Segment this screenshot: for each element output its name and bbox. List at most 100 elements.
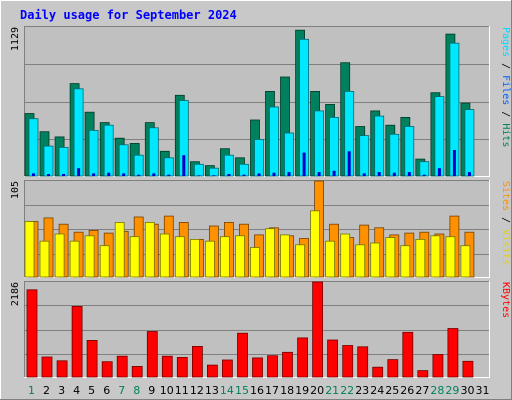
bar-pages-day-15: [242, 174, 246, 176]
bar-kbytes-day-7: [116, 355, 128, 378]
bar-files-day-30: [464, 109, 475, 177]
bar-sites-day-27: [415, 238, 426, 278]
bar-kbytes-day-12: [191, 345, 203, 378]
bar-sites-day-28: [430, 235, 441, 278]
panel-visits: 105 Sites / Visits: [10, 180, 511, 278]
bar-sites-day-7: [114, 221, 125, 278]
panel-visits-ymax-label: 105: [10, 181, 21, 199]
day-label-11: 11: [175, 384, 189, 397]
bar-kbytes-day-23: [357, 346, 369, 378]
day-label-28: 28: [430, 384, 444, 397]
bar-sites-day-5: [84, 235, 95, 278]
bar-kbytes-day-26: [402, 331, 414, 378]
day-label-2: 2: [43, 384, 50, 397]
bar-kbytes-day-19: [297, 337, 309, 378]
bar-kbytes-day-21: [327, 339, 339, 378]
bar-sites-day-19: [295, 244, 306, 278]
bar-kbytes-day-13: [206, 364, 218, 378]
bar-pages-day-14: [227, 174, 231, 176]
legend-text: Visits: [500, 229, 511, 265]
bar-sites-day-4: [69, 240, 80, 278]
bar-files-day-24: [374, 115, 385, 177]
bar-pages-day-19: [302, 152, 306, 176]
bar-kbytes-day-3: [56, 360, 68, 378]
bar-sites-day-21: [325, 240, 336, 278]
bar-pages-day-9: [152, 173, 156, 176]
legend-text: /: [500, 105, 511, 123]
bar-sites-day-8: [129, 236, 140, 278]
bar-kbytes-day-25: [387, 359, 399, 378]
bar-files-day-26: [404, 126, 415, 177]
bar-files-day-28: [434, 96, 445, 177]
bar-pages-day-27: [422, 174, 426, 176]
bar-files-day-3: [58, 146, 69, 177]
bar-sites-day-2: [39, 240, 50, 278]
day-label-30: 30: [461, 384, 475, 397]
legend-text: Pages: [500, 27, 511, 57]
bar-pages-day-23: [362, 173, 366, 176]
bar-files-day-8: [133, 154, 144, 177]
bar-files-day-25: [389, 133, 400, 177]
day-label-22: 22: [340, 384, 354, 397]
bar-files-day-21: [329, 117, 340, 177]
bar-sites-day-10: [159, 233, 170, 278]
bar-files-day-14: [223, 154, 234, 177]
bar-kbytes-day-11: [176, 356, 188, 378]
bar-pages-day-16: [257, 173, 261, 176]
day-label-14: 14: [220, 384, 234, 397]
legend-text: KBytes: [500, 282, 511, 318]
bar-kbytes-day-10: [161, 355, 173, 378]
bar-sites-day-20: [310, 210, 321, 278]
bar-files-day-16: [254, 139, 264, 177]
day-label-24: 24: [370, 384, 384, 397]
bar-sites-day-18: [280, 234, 290, 278]
panel-visits-legend: Sites / Visits: [500, 181, 511, 265]
bar-pages-day-20: [317, 172, 321, 176]
bar-sites-day-17: [265, 228, 275, 278]
bar-kbytes-day-20: [312, 281, 324, 378]
legend-text: /: [500, 57, 511, 75]
bar-kbytes-day-28: [432, 354, 444, 378]
bar-sites-day-1: [24, 221, 35, 278]
bar-files-day-9: [148, 127, 159, 177]
day-label-9: 9: [148, 384, 155, 397]
bar-sites-day-6: [99, 245, 110, 278]
day-label-27: 27: [415, 384, 429, 397]
bar-pages-day-28: [437, 168, 441, 176]
bar-sites-day-13: [204, 240, 215, 278]
panel-kbytes-legend: KBytes: [500, 282, 511, 318]
bar-pages-day-21: [332, 170, 336, 176]
bar-files-day-6: [103, 124, 114, 177]
day-label-7: 7: [118, 384, 125, 397]
bar-kbytes-day-2: [41, 356, 53, 378]
bar-files-day-20: [314, 110, 325, 177]
day-label-31: 31: [476, 384, 490, 397]
day-label-8: 8: [133, 384, 140, 397]
bar-sites-day-11: [174, 236, 185, 278]
bar-pages-day-5: [92, 173, 96, 176]
day-label-23: 23: [355, 384, 369, 397]
bar-files-day-1: [28, 118, 39, 177]
bar-files-day-13: [208, 167, 219, 177]
bar-pages-day-12: [197, 175, 201, 176]
day-label-12: 12: [190, 384, 204, 397]
bar-sites-day-15: [235, 235, 245, 278]
day-label-4: 4: [73, 384, 80, 397]
day-label-18: 18: [280, 384, 294, 397]
bar-pages-day-17: [272, 172, 276, 176]
panel-kbytes-ymax-label: 2186: [10, 282, 21, 306]
bar-pages-day-18: [287, 172, 291, 176]
bar-kbytes-day-14: [221, 359, 233, 378]
day-label-3: 3: [58, 384, 65, 397]
bar-kbytes-day-22: [342, 345, 354, 378]
bar-sites-day-25: [385, 237, 396, 278]
chart-title: Daily usage for September 2024: [20, 8, 237, 22]
day-label-17: 17: [265, 384, 279, 397]
bar-files-day-23: [359, 135, 370, 177]
panel-kbytes: 2186 KBytes: [10, 281, 511, 378]
bar-pages-day-29: [452, 150, 456, 176]
panel-requests-legend: Pages / Files / Hits: [500, 27, 511, 147]
day-label-25: 25: [385, 384, 399, 397]
day-label-15: 15: [235, 384, 249, 397]
